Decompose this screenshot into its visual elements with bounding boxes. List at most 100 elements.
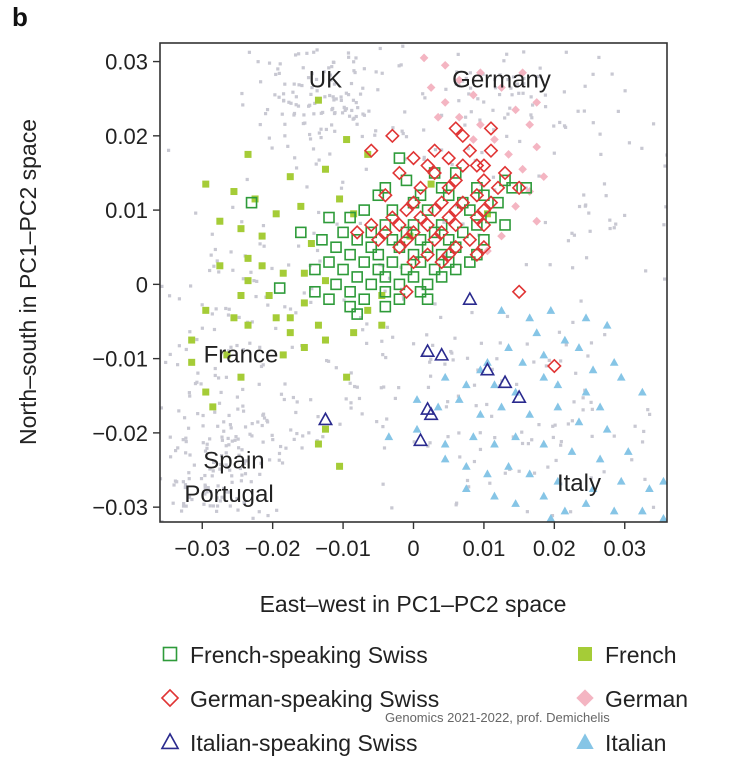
background-dot (236, 437, 240, 441)
background-dot (177, 344, 181, 348)
point (434, 225, 449, 240)
background-dot (537, 174, 541, 178)
background-dot (381, 482, 385, 486)
point (265, 291, 273, 299)
background-dot (402, 297, 406, 301)
point (434, 254, 449, 270)
point (358, 293, 371, 306)
background-dot (399, 63, 403, 67)
point (300, 343, 308, 351)
background-dot (293, 156, 297, 160)
point (454, 75, 464, 85)
background-dot (301, 121, 305, 126)
point (539, 372, 549, 381)
background-dot (310, 72, 314, 76)
point (420, 158, 435, 173)
point (435, 248, 448, 261)
background-dot (586, 354, 590, 358)
background-dot (364, 167, 368, 171)
background-dot (503, 471, 507, 475)
background-dot (227, 413, 231, 418)
background-dot (365, 322, 369, 326)
background-dot (236, 407, 240, 411)
background-dot (229, 345, 233, 349)
background-dot (208, 467, 212, 471)
background-dot (590, 407, 594, 411)
background-dot (276, 67, 280, 71)
background-dot (206, 486, 210, 490)
background-dot (525, 510, 529, 514)
background-dot (349, 401, 353, 405)
background-dot (348, 381, 352, 385)
background-dot (387, 276, 392, 280)
point (483, 121, 499, 136)
background-dot (403, 110, 407, 114)
background-dot (262, 416, 267, 420)
background-dot (327, 359, 331, 363)
point (427, 180, 435, 188)
y-tick-label: 0 (136, 272, 148, 297)
background-dot (470, 310, 474, 315)
point (202, 306, 210, 314)
background-dot (548, 263, 552, 267)
background-dot (291, 90, 295, 94)
point (413, 180, 428, 196)
background-dot (149, 407, 152, 410)
point (485, 211, 497, 224)
background-dot (559, 443, 563, 447)
background-dot (144, 389, 147, 392)
background-dot (412, 440, 416, 444)
x-tick-label: 0.03 (603, 536, 646, 561)
background-dot (208, 268, 212, 273)
background-dot (571, 320, 575, 324)
point (497, 306, 506, 314)
background-dot (184, 436, 188, 440)
background-dot (449, 349, 453, 354)
point (399, 232, 414, 248)
point (188, 358, 196, 366)
background-dot (465, 356, 470, 360)
point (462, 143, 478, 159)
background-dot (564, 343, 568, 347)
point (659, 513, 667, 522)
background-dot (154, 392, 157, 395)
background-dot (313, 10, 316, 13)
background-dot (251, 516, 255, 520)
background-dot (189, 284, 193, 288)
background-dot (279, 392, 284, 396)
point (202, 180, 210, 188)
background-dot (205, 446, 209, 450)
point (385, 210, 400, 225)
point (414, 285, 427, 298)
background-dot (321, 435, 325, 439)
point (350, 329, 358, 337)
background-dot (538, 66, 542, 70)
point (386, 256, 399, 268)
background-dot (644, 269, 648, 273)
background-dot (547, 358, 551, 362)
background-dot (195, 337, 199, 342)
background-dot (228, 490, 232, 494)
background-dot (317, 158, 321, 162)
background-dot (222, 420, 226, 424)
background-dot (225, 465, 229, 469)
background-dot (250, 434, 254, 438)
background-dot (168, 435, 172, 439)
background-dot (312, 112, 316, 116)
background-dot (543, 105, 548, 109)
x-tick-label: −0.01 (315, 536, 371, 561)
background-dot (532, 471, 537, 475)
series-french (188, 96, 491, 470)
background-dot (184, 504, 188, 508)
point (337, 226, 349, 239)
legend-marker (576, 733, 594, 749)
point (440, 60, 450, 70)
background-dot (354, 100, 358, 105)
point (461, 461, 471, 470)
background-dot (426, 385, 431, 390)
background-dot (584, 203, 588, 207)
point (428, 263, 441, 276)
point (448, 202, 464, 218)
background-dot (205, 442, 209, 446)
point (567, 447, 577, 455)
